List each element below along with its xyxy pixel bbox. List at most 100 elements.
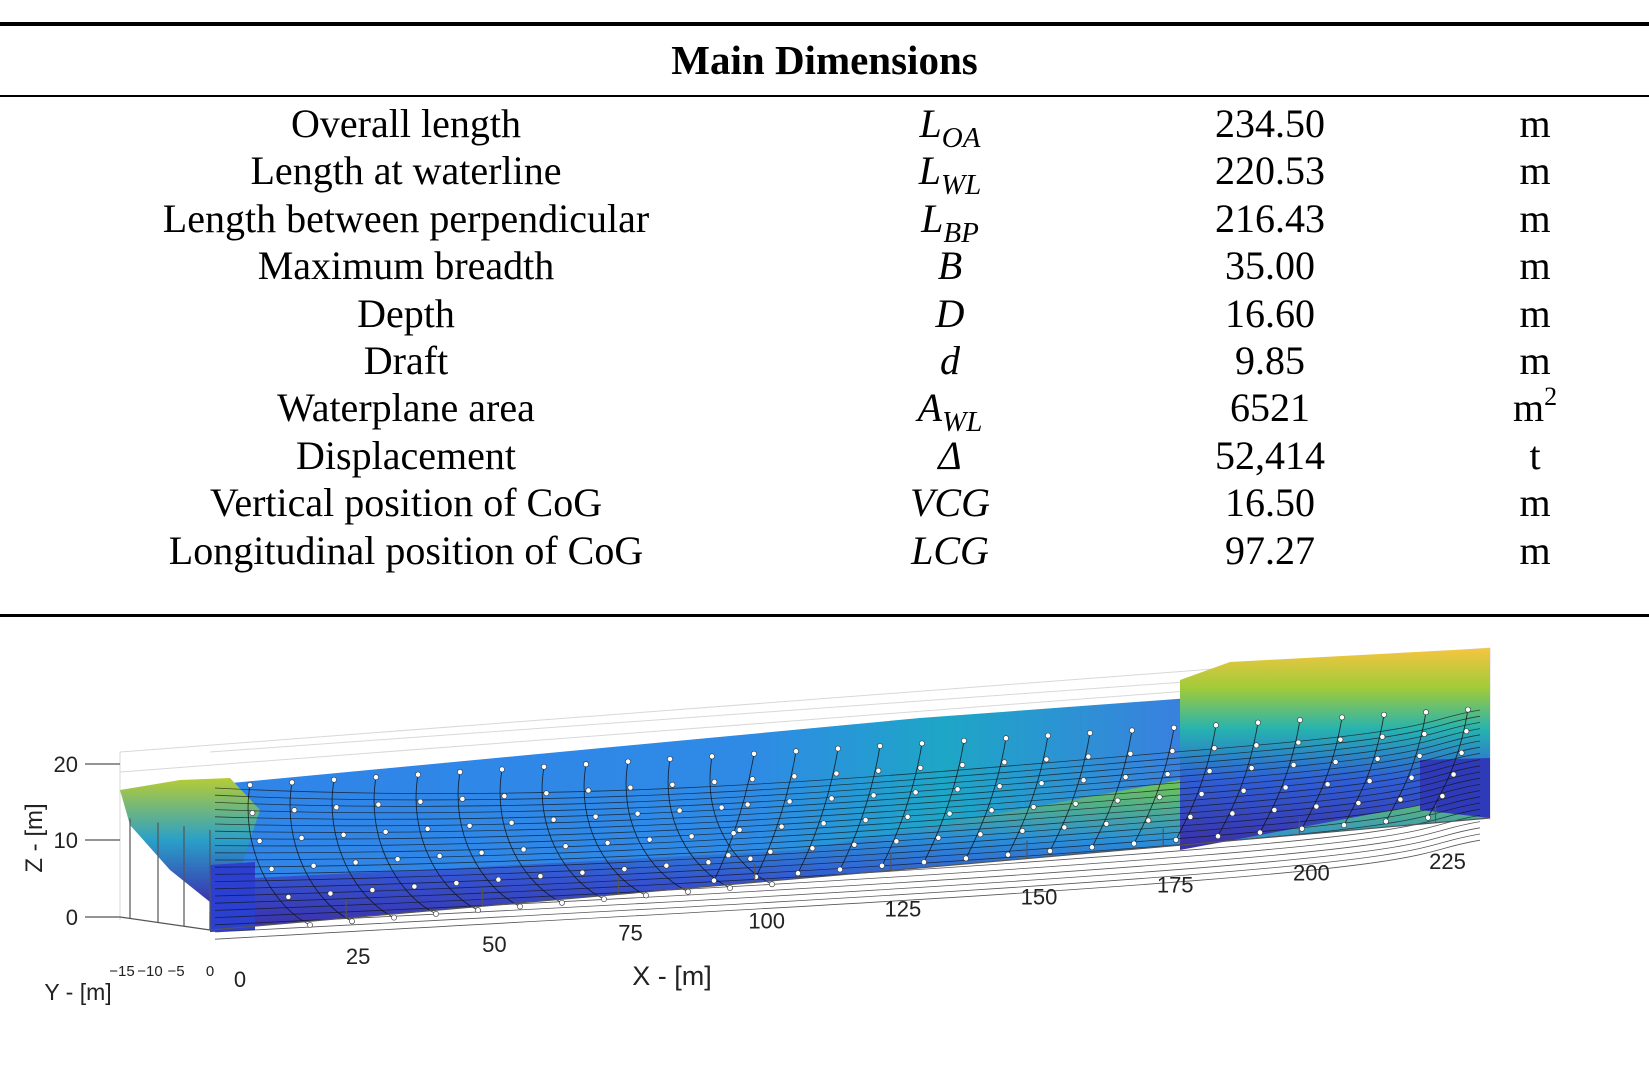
station-point: [375, 801, 382, 808]
waterline-contour: [214, 715, 1481, 801]
station-curve: [839, 745, 881, 870]
station-curve: [247, 784, 311, 926]
parameter-value: 97.27: [1225, 527, 1315, 573]
station-point: [285, 894, 292, 900]
station-point: [1271, 807, 1278, 813]
waterline-contour: [214, 771, 1481, 861]
station-point: [1087, 730, 1093, 736]
parameter-unit: m: [1460, 241, 1610, 291]
table-row: Longitudinal position of CoG LCG 97.27 m: [0, 526, 1649, 576]
main-dimensions-table: Main Dimensions Overall length LOA 234.50 m…: [0, 22, 1649, 617]
station-point: [1229, 810, 1236, 817]
station-point: [1450, 771, 1457, 778]
station-point: [1313, 803, 1320, 810]
station-point: [256, 838, 263, 844]
station-point: [621, 866, 628, 873]
parameter-unit: m: [1460, 194, 1610, 244]
station-curve: [1091, 730, 1133, 848]
station-point: [268, 866, 275, 872]
symbol-subscript: OA: [941, 122, 981, 154]
station-point: [307, 922, 313, 928]
station-point: [718, 804, 725, 811]
station-curve: [331, 779, 395, 919]
station-point: [828, 795, 835, 802]
station-point: [711, 779, 718, 785]
station-point: [604, 840, 611, 846]
parameter-unit: m: [1460, 146, 1610, 196]
parameter-name: Longitudinal position of CoG: [168, 527, 644, 573]
unit-base: m: [1519, 101, 1551, 146]
x-tick-label: 100: [748, 908, 785, 933]
waterline-contour: [214, 808, 1481, 904]
station-point: [1366, 778, 1373, 784]
hull-3d-figure: 0 25 50 75 100 125 150 175 200 225 −15 −10 −5 0 0 10 2…: [0, 640, 1649, 1070]
waterline-contour: [214, 796, 1481, 890]
station-point: [663, 862, 670, 869]
waterline-contour: [214, 753, 1481, 840]
unit-base: m: [1519, 195, 1551, 241]
station-point: [583, 761, 589, 768]
station-point: [685, 888, 691, 895]
station-point: [795, 870, 801, 877]
station-point: [1145, 817, 1152, 824]
station-point: [643, 892, 649, 899]
table-row: Vertical position of CoG VCG 16.50 m: [0, 478, 1649, 528]
plot-axes: [85, 763, 1491, 931]
station-point: [1383, 818, 1389, 825]
station-point: [877, 743, 883, 749]
parameter-unit: m: [1460, 289, 1610, 339]
parameter-value: 216.43: [1215, 195, 1325, 241]
station-point: [592, 813, 599, 820]
station-point: [1463, 728, 1470, 735]
station-curve: [625, 761, 689, 893]
station-point: [382, 828, 389, 835]
station-point: [959, 762, 966, 768]
station-point: [977, 831, 984, 838]
station-point: [921, 859, 927, 865]
waterline-contour: [214, 765, 1481, 854]
station-point: [520, 846, 527, 853]
parameter-name: Displacement: [296, 432, 516, 478]
station-point: [417, 798, 424, 805]
station-curve: [583, 764, 647, 896]
station-point: [1085, 753, 1092, 760]
x-tick-label: 200: [1293, 861, 1330, 886]
parameter-symbol: LWL: [880, 146, 1020, 200]
station-point: [517, 903, 523, 910]
waterline-contour: [214, 709, 1481, 795]
parameter-name: Length at waterline: [250, 148, 562, 194]
station-point: [559, 899, 565, 906]
station-point: [893, 838, 900, 845]
station-point: [711, 877, 717, 884]
unit-base: m: [1519, 338, 1551, 383]
station-point: [862, 817, 869, 823]
table-header-rule: [0, 95, 1649, 97]
station-point: [669, 781, 676, 788]
station-point: [585, 787, 592, 794]
station-point: [1381, 711, 1387, 718]
station-point: [1374, 756, 1381, 762]
parameter-value: 9.85: [1235, 338, 1305, 383]
station-point: [1290, 762, 1297, 768]
station-point: [1332, 759, 1339, 765]
parameter-unit: m: [1460, 478, 1610, 528]
station-point: [1282, 784, 1289, 791]
station-point: [495, 876, 502, 883]
station-point: [1045, 732, 1051, 739]
station-point: [537, 873, 544, 880]
waterline-contour: [214, 784, 1481, 875]
parameter-value: 220.53: [1215, 148, 1325, 194]
parameter-symbol: LOA: [880, 99, 1020, 153]
station-point: [1337, 736, 1344, 743]
station-point: [1421, 731, 1428, 737]
station-point: [727, 885, 733, 891]
waterline-contour: [214, 802, 1481, 897]
station-point: [478, 849, 485, 856]
station-point: [1198, 791, 1205, 797]
parameter-symbol: AWL: [880, 383, 1020, 437]
station-point: [736, 826, 743, 833]
y-tick-label: −5: [167, 963, 184, 980]
station-curve: [457, 771, 521, 907]
waterline-contour: [214, 728, 1481, 814]
parameter-unit: m: [1460, 526, 1610, 576]
